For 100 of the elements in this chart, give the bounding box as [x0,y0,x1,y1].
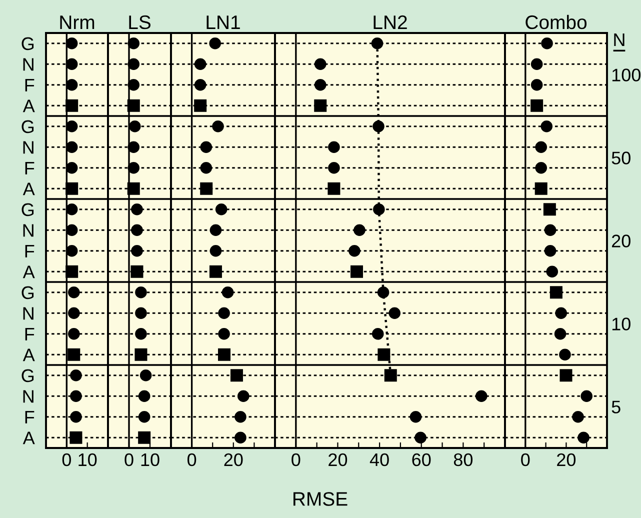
y-tick-label: F [25,328,34,340]
point [128,120,141,132]
point [234,410,246,423]
point [218,328,230,340]
point [328,162,340,174]
point [140,369,152,382]
point [554,328,566,340]
point [128,78,140,91]
point [543,203,556,216]
point [135,307,147,320]
x-tick-label: 10 [78,453,97,466]
point [230,369,243,382]
y-tick-label: G [22,120,34,134]
point [128,37,140,50]
y-tick-label: A [22,432,35,444]
y-tick-label: F [25,162,34,174]
point [194,78,206,91]
x-tick-label: 0 [521,453,530,466]
y-tick-label: N [23,390,34,403]
point [535,141,548,154]
point [131,224,143,236]
y-tick-label: N [23,141,34,154]
point [475,390,488,402]
point [544,244,556,257]
text: 100 [612,68,640,82]
point [373,203,385,216]
point [218,307,230,320]
point [138,431,151,444]
point [314,99,327,112]
x-tick-label: 80 [454,453,473,466]
x-axis-title: RMSE [294,492,348,506]
y-tick-label: A [22,266,35,278]
point [314,78,326,91]
point [544,224,556,236]
point [350,265,364,278]
text: 10 [612,318,630,330]
point [414,432,426,444]
point [237,390,250,402]
point [540,120,553,132]
point [138,390,150,402]
point [127,99,140,112]
chart-title: LN1 [206,16,240,29]
point [541,37,553,50]
point [194,58,206,70]
point [384,369,397,382]
y-tick-label: G [22,203,34,216]
x-tick-label: 20 [328,453,348,466]
point [371,37,384,50]
y-tick-label: N [23,307,34,320]
point [200,162,212,174]
point [218,348,230,361]
point [328,141,340,154]
point [530,58,543,70]
point [372,328,384,340]
text: 50 [612,152,630,164]
point [215,203,228,216]
chart-title: Combo [526,14,587,30]
point [222,286,234,298]
chart-title: LN2 [374,15,407,29]
x-tick-label: 0 [124,453,134,466]
point [194,99,207,112]
point [200,141,212,154]
x-tick-label: 60 [412,453,431,466]
point [131,244,143,257]
point [127,182,140,195]
y-tick-label: F [25,78,34,92]
y-tick-label: N [23,58,34,71]
point [572,410,584,423]
point [580,390,593,402]
point [534,182,548,195]
point [130,265,144,278]
point [210,244,222,257]
point [559,348,571,361]
x-tick-label: 20 [224,453,243,466]
point [372,120,384,132]
point [560,369,572,382]
point [212,120,224,132]
point [555,307,568,320]
point [550,286,562,299]
chart-title: Nrm [60,16,94,29]
x-tick-label: 20 [557,453,576,466]
point [314,58,326,70]
y-tick-label: F [25,410,34,424]
point [546,266,558,278]
x-tick-label: 10 [141,453,160,466]
point [128,162,140,174]
x-tick-label: 0 [62,453,71,466]
x-tick-label: 0 [292,453,300,466]
y-tick-label: A [22,348,35,362]
y-tick-label: G [22,369,34,382]
chart-title: LS [129,15,150,30]
point [328,182,340,195]
point [410,410,422,423]
point [234,432,246,444]
point [530,99,544,112]
point [210,224,222,236]
point [135,328,147,340]
point [128,141,140,154]
point [348,244,360,257]
point [535,162,548,174]
